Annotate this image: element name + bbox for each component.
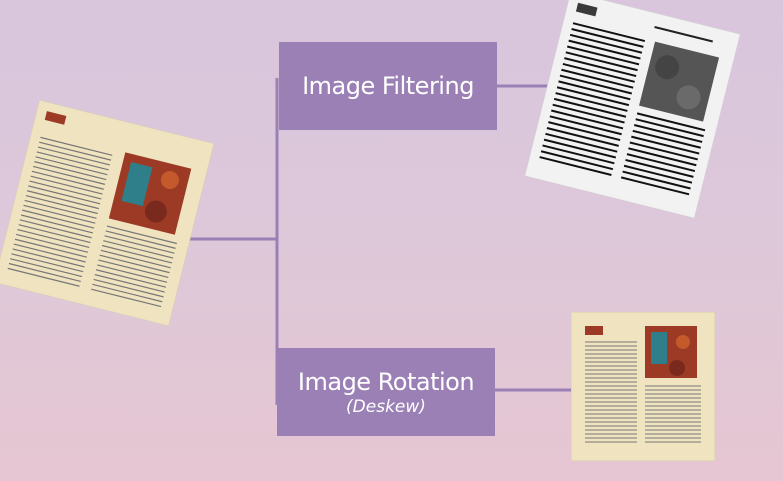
filtered-document-text [539, 22, 706, 196]
deskewed-document-image [570, 311, 716, 462]
input-document-text [7, 136, 177, 308]
image-filtering-box: Image Filtering [279, 42, 497, 130]
deskew-sublabel: (Deskew) [346, 397, 426, 417]
image-rotation-label: Image Rotation [297, 368, 475, 396]
image-rotation-box: Image Rotation (Deskew) [277, 348, 495, 436]
input-document-image [0, 99, 215, 327]
image-filtering-label: Image Filtering [302, 72, 474, 100]
filtered-document-image [524, 0, 741, 219]
deskewed-document-text [585, 341, 701, 443]
